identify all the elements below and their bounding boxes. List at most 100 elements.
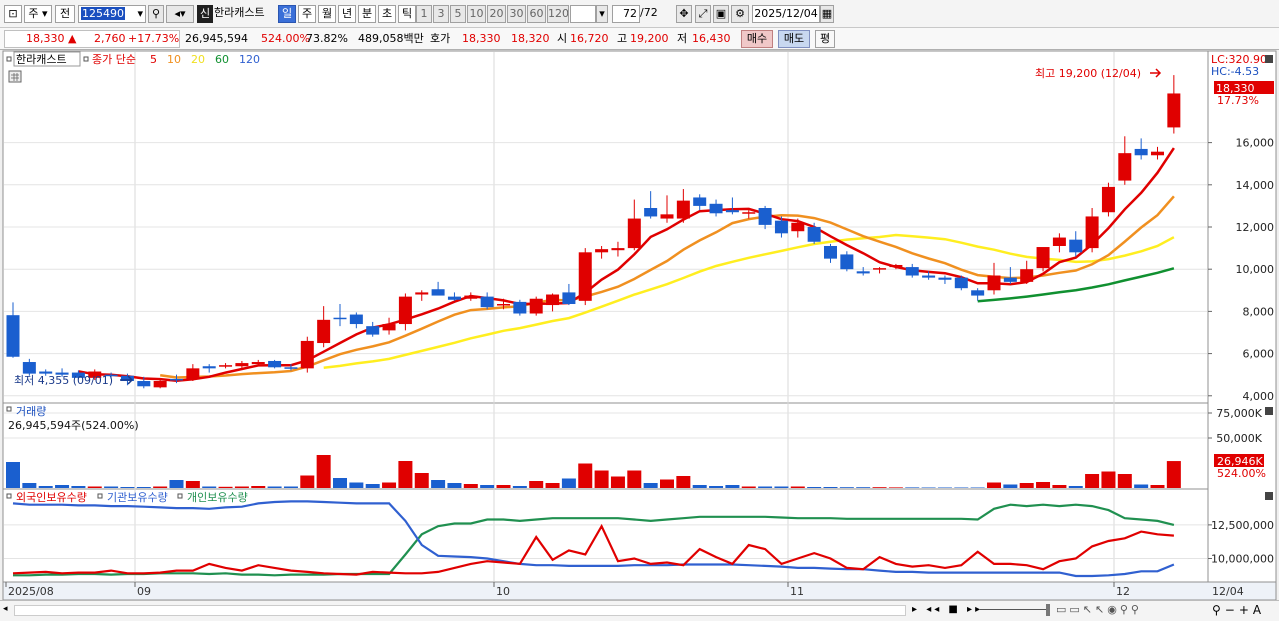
buy-button[interactable]: 매수 xyxy=(741,30,773,48)
sound-icon[interactable]: ◂▾ xyxy=(166,5,194,23)
candle-body xyxy=(1085,216,1099,249)
high-price: 19,200 xyxy=(630,32,669,45)
interval-button-10[interactable]: 10 xyxy=(467,5,486,23)
legend-square-icon xyxy=(97,493,103,499)
price-tick-label: 16,000 xyxy=(1236,137,1275,150)
candle-body xyxy=(529,298,543,314)
interval-button-5[interactable]: 5 xyxy=(450,5,466,23)
candle-body xyxy=(611,248,625,251)
candle-body xyxy=(71,372,85,378)
search-icon[interactable]: ⚲ xyxy=(148,5,164,23)
interval-button-20[interactable]: 20 xyxy=(487,5,506,23)
gear-icon[interactable]: ⚙ xyxy=(731,5,749,23)
volume-bar xyxy=(921,487,936,488)
volume-bar xyxy=(414,473,429,488)
date-input[interactable]: 2025/12/04 xyxy=(752,5,820,23)
period-tab-4[interactable]: 분 xyxy=(358,5,376,23)
volume-bar xyxy=(398,461,413,488)
scroll-left-icon[interactable]: ◂ xyxy=(3,604,8,614)
candle-body xyxy=(644,208,658,217)
volume-bar xyxy=(561,478,576,488)
candle-body xyxy=(873,268,887,270)
mode-type-label: 주 xyxy=(28,7,39,20)
change-value: 2,760 xyxy=(94,32,126,45)
stock-chart[interactable]: 한라캐스트 종가 단순 5 10 20 60 120 최고 19,200 (12/04)… xyxy=(0,50,1279,600)
calendar-icon[interactable]: ▦ xyxy=(820,5,834,23)
volume-bar xyxy=(316,455,331,488)
volume-bar xyxy=(1150,485,1165,488)
move-icon[interactable]: ✥ xyxy=(676,5,692,23)
ma-line-60 xyxy=(977,267,1175,303)
panel-close-icon[interactable] xyxy=(1265,55,1273,63)
volume-bar xyxy=(660,479,674,488)
draw-icon[interactable]: ⤢ xyxy=(695,5,711,23)
volume-bar xyxy=(169,480,184,488)
panel-table-icon[interactable] xyxy=(8,70,22,83)
volume-bar xyxy=(987,482,1001,488)
volume-bar xyxy=(136,487,151,488)
candle-body xyxy=(415,292,429,295)
period-tab-6[interactable]: 틱 xyxy=(398,5,416,23)
period-tab-5[interactable]: 초 xyxy=(378,5,396,23)
candle-body xyxy=(300,340,314,369)
eval-button[interactable]: 평 xyxy=(815,30,835,48)
volume-bar xyxy=(839,487,854,488)
volume-bar xyxy=(431,480,446,488)
last-price-percent: 17.73% xyxy=(1217,94,1259,107)
listed-badge: 신 xyxy=(197,5,213,23)
volume-axis-ticks: 75,000K 50,000K xyxy=(1208,407,1263,445)
volume-bar xyxy=(1003,484,1018,488)
interval-button-30[interactable]: 30 xyxy=(507,5,526,23)
save-icon[interactable]: ▣ xyxy=(713,5,729,23)
interval-button-60[interactable]: 60 xyxy=(527,5,546,23)
candle-body xyxy=(1036,247,1050,269)
candle-body xyxy=(971,290,985,296)
interval-button-120[interactable]: 120 xyxy=(547,5,569,23)
interval-custom-input[interactable] xyxy=(570,5,596,23)
price-tick-label: 6,000 xyxy=(1243,348,1275,361)
quote-bar: 18,330 ▲ 2,760 +17.73% 26,945,594 524.00… xyxy=(0,28,1279,50)
holder-lines xyxy=(12,500,1175,578)
drawing-tools-icons[interactable]: ▭▭↖↖◉⚲⚲ xyxy=(1056,603,1142,616)
candle-body xyxy=(627,218,641,249)
period-tab-2[interactable]: 월 xyxy=(318,5,336,23)
period-tab-3[interactable]: 년 xyxy=(338,5,356,23)
zoom-slider[interactable] xyxy=(980,609,1046,612)
mode-range-select[interactable]: 전 xyxy=(55,5,75,23)
volume-bar xyxy=(496,485,511,488)
price-tick-label: 8,000 xyxy=(1243,305,1275,318)
zoom-tools-icons[interactable]: ⚲−+A xyxy=(1212,603,1266,617)
mode-type-select[interactable]: 주 ▾ xyxy=(24,5,52,23)
sell-button[interactable]: 매도 xyxy=(778,30,810,48)
volume-last-percent: 524.00% xyxy=(1217,467,1266,480)
count-input[interactable]: 72 xyxy=(612,5,640,23)
interval-button-1[interactable]: 1 xyxy=(416,5,432,23)
volume-bar xyxy=(954,487,969,488)
volume-label: 거래량 xyxy=(16,405,46,418)
candle-body xyxy=(447,296,461,300)
volume-close-icon[interactable] xyxy=(1265,407,1273,415)
interval-dropdown-icon[interactable]: ▾ xyxy=(596,5,608,23)
period-tab-0[interactable]: 일 xyxy=(278,5,296,23)
candle-body xyxy=(235,363,249,367)
volume-bar xyxy=(807,487,822,488)
volume-bar xyxy=(22,483,37,488)
playback-controls[interactable]: ▸ ◂◂ ■ ▸▸ xyxy=(912,604,984,615)
holder-legend-0: 외국인보유수량 xyxy=(16,491,87,504)
zoom-slider-thumb[interactable] xyxy=(1046,604,1050,616)
candle-body xyxy=(251,362,265,365)
candle-body xyxy=(660,214,674,219)
interval-button-3[interactable]: 3 xyxy=(433,5,449,23)
holder-line-individual xyxy=(13,503,1175,577)
volume-bar xyxy=(545,483,560,488)
candle-body xyxy=(464,295,478,299)
window-menu-icon[interactable]: ⊡ xyxy=(4,5,22,23)
code-input[interactable]: 125490 ▾ xyxy=(78,5,146,23)
candle-body xyxy=(1052,237,1066,246)
holder-legend: 외국인보유수량 기관보유수량 개인보유수량 xyxy=(6,491,248,504)
holder-close-icon[interactable] xyxy=(1265,492,1273,500)
period-tab-1[interactable]: 주 xyxy=(298,5,316,23)
volume-bar xyxy=(447,483,462,488)
volume-bar xyxy=(692,485,707,488)
scroll-track[interactable] xyxy=(14,605,906,616)
